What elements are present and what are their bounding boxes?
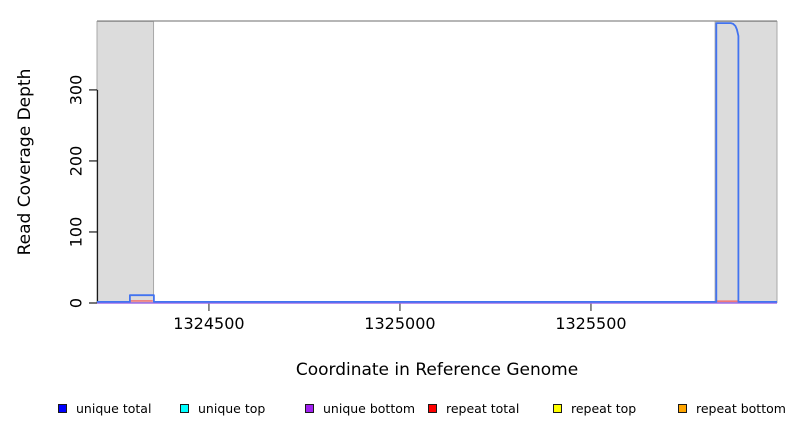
x-tick-label-1325500: 1325500 — [555, 314, 627, 333]
legend-item-unique-total: unique total — [58, 401, 151, 416]
legend-label: repeat bottom — [696, 401, 786, 416]
x-tick-label-1325000: 1325000 — [364, 314, 436, 333]
shaded-region-0 — [96, 21, 155, 303]
legend-item-unique-bottom: unique bottom — [305, 401, 415, 416]
legend-label: repeat top — [571, 401, 637, 416]
shaded-region-1 — [714, 21, 778, 303]
y-tick-label-0: 0 — [66, 297, 86, 309]
legend-swatch-unique-bottom — [305, 404, 314, 413]
legend-item-repeat-top: repeat top — [553, 401, 636, 416]
y-tick-label-200: 200 — [66, 145, 86, 177]
legend-label: unique top — [198, 401, 266, 416]
legend-label: repeat total — [446, 401, 520, 416]
y-axis-title: Read Coverage Depth — [15, 68, 35, 256]
legend-swatch-repeat-bottom — [678, 404, 687, 413]
y-tick-label-300: 300 — [66, 74, 86, 106]
legend-item-repeat-total: repeat total — [428, 401, 519, 416]
legend-swatch-repeat-top — [553, 404, 562, 413]
legend-swatch-unique-top — [180, 404, 189, 413]
x-axis-title: Coordinate in Reference Genome — [295, 360, 579, 380]
y-tick-label-100: 100 — [66, 216, 86, 248]
legend-label: unique total — [76, 401, 152, 416]
legend-item-repeat-bottom: repeat bottom — [678, 401, 786, 416]
series-unique-total — [97, 22, 777, 303]
legend-swatch-unique-total — [58, 404, 67, 413]
legend-swatch-repeat-total — [428, 404, 437, 413]
legend-item-unique-top: unique top — [180, 401, 265, 416]
x-tick-label-1324500: 1324500 — [173, 314, 245, 333]
legend-label: unique bottom — [323, 401, 416, 416]
